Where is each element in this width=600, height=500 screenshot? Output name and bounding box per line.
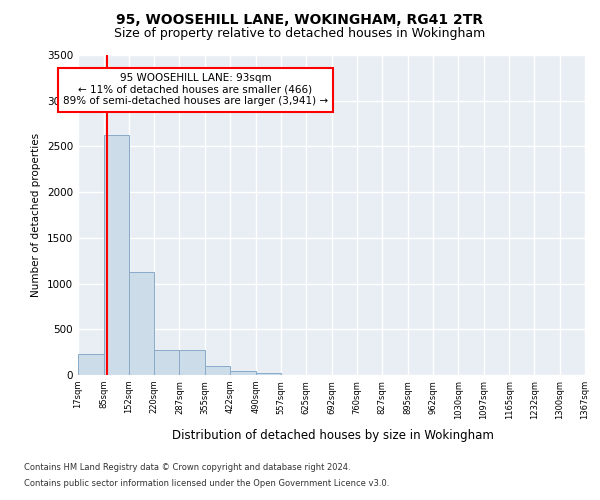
Text: Contains public sector information licensed under the Open Government Licence v3: Contains public sector information licen… — [24, 478, 389, 488]
Y-axis label: Number of detached properties: Number of detached properties — [31, 133, 41, 297]
Bar — [179, 350, 205, 375]
Bar — [128, 272, 154, 375]
Text: Size of property relative to detached houses in Wokingham: Size of property relative to detached ho… — [115, 28, 485, 40]
Bar — [78, 354, 104, 375]
Text: Contains HM Land Registry data © Crown copyright and database right 2024.: Contains HM Land Registry data © Crown c… — [24, 464, 350, 472]
Bar — [104, 134, 128, 375]
Bar — [256, 373, 281, 375]
Text: Distribution of detached houses by size in Wokingham: Distribution of detached houses by size … — [172, 428, 494, 442]
Text: 95, WOOSEHILL LANE, WOKINGHAM, RG41 2TR: 95, WOOSEHILL LANE, WOKINGHAM, RG41 2TR — [116, 12, 484, 26]
Text: 95 WOOSEHILL LANE: 93sqm
← 11% of detached houses are smaller (466)
89% of semi-: 95 WOOSEHILL LANE: 93sqm ← 11% of detach… — [63, 74, 328, 106]
Bar — [205, 366, 230, 375]
Bar — [154, 350, 179, 375]
Bar — [230, 371, 256, 375]
